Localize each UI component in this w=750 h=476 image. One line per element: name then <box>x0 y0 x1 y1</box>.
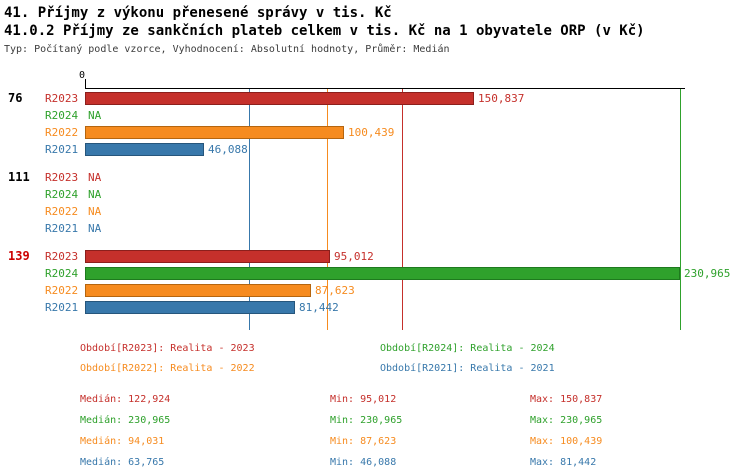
chart-row: R2024 NA <box>0 188 750 201</box>
legend-item-r2024: Období[R2024]: Realita - 2024 <box>380 343 555 354</box>
stat-median-r2022: Medián: 94,031 <box>80 436 165 447</box>
plot-area <box>85 88 685 330</box>
chart: 0 76 R2023 150,837 R2024 NA R2022 100,439 R2021… <box>0 70 750 330</box>
chart-row: R2024 NA <box>0 109 750 122</box>
na-label: NA <box>88 188 102 201</box>
stat-median-r2024: Medián: 230,965 <box>80 415 171 426</box>
group-label: 111 <box>8 170 30 184</box>
na-label: NA <box>88 109 102 122</box>
bar-r2024 <box>85 267 680 280</box>
chart-row: R2022 87,623 <box>0 284 750 297</box>
stat-max-r2024: Max: 230,965 <box>530 415 603 426</box>
group-label: 139 <box>8 249 30 263</box>
chart-meta: Typ: Počítaný podle vzorce, Vyhodnocení:… <box>4 44 450 55</box>
na-label: NA <box>88 171 102 184</box>
bar-r2022 <box>85 126 344 139</box>
series-row-label: R2024 <box>45 109 79 122</box>
legend-item-r2023: Období[R2023]: Realita - 2023 <box>80 343 255 354</box>
bar-value-label: 230,965 <box>684 267 731 280</box>
stat-min-r2021: Min: 46,088 <box>330 457 397 468</box>
bar-r2022 <box>85 284 311 297</box>
chart-subtitle: 41.0.2 Příjmy ze sankčních plateb celkem… <box>4 23 645 39</box>
bar-value-label: 150,837 <box>478 92 525 105</box>
bar-value-label: 100,439 <box>348 126 395 139</box>
series-row-label: R2021 <box>45 301 79 314</box>
series-row-label: R2021 <box>45 143 79 156</box>
median-line-r2023 <box>402 89 403 330</box>
series-row-label: R2022 <box>45 284 79 297</box>
series-row-label: R2021 <box>45 222 79 235</box>
chart-row: R2021 46,088 <box>0 143 750 156</box>
na-label: NA <box>88 222 102 235</box>
chart-row: R2024 230,965 <box>0 267 750 280</box>
stat-max-r2023: Max: 150,837 <box>530 394 603 405</box>
na-label: NA <box>88 205 102 218</box>
median-line-r2021 <box>249 89 250 330</box>
chart-row: 111 R2023 NA <box>0 170 750 185</box>
chart-row: 76 R2023 150,837 <box>0 92 750 105</box>
series-row-label: R2022 <box>45 205 79 218</box>
legend-item-r2022: Období[R2022]: Realita - 2022 <box>80 363 255 374</box>
stat-min-r2022: Min: 87,623 <box>330 436 397 447</box>
chart-title: 41. Příjmy z výkonu přenesené správy v t… <box>4 5 392 21</box>
bar-value-label: 46,088 <box>208 143 248 156</box>
series-row-label: R2024 <box>45 267 79 280</box>
series-row-label: R2024 <box>45 188 79 201</box>
series-row-label: R2023 <box>45 92 79 105</box>
bar-value-label: 95,012 <box>334 250 374 263</box>
series-row-label: R2022 <box>45 126 79 139</box>
stat-median-r2021: Medián: 63,765 <box>80 457 165 468</box>
group-label: 76 <box>8 91 23 105</box>
median-line-r2022 <box>327 89 328 330</box>
chart-row: R2022 100,439 <box>0 126 750 139</box>
chart-row: 139 R2023 95,012 <box>0 250 750 263</box>
chart-row: R2022 NA <box>0 205 750 218</box>
median-line-r2024 <box>680 89 681 330</box>
stat-max-r2021: Max: 81,442 <box>530 457 597 468</box>
bar-value-label: 87,623 <box>315 284 355 297</box>
axis-zero-tick <box>85 79 86 88</box>
bar-r2023 <box>85 250 330 263</box>
axis-zero-label: 0 <box>79 70 86 81</box>
axis-line <box>85 88 685 89</box>
chart-row: R2021 NA <box>0 222 750 235</box>
chart-row: R2021 81,442 <box>0 301 750 314</box>
bar-r2021 <box>85 143 204 156</box>
stat-median-r2023: Medián: 122,924 <box>80 394 171 405</box>
legend-item-r2021: Období[R2021]: Realita - 2021 <box>380 363 555 374</box>
bar-r2023 <box>85 92 474 105</box>
bar-r2021 <box>85 301 295 314</box>
series-row-label: R2023 <box>45 250 79 263</box>
stat-max-r2022: Max: 100,439 <box>530 436 603 447</box>
series-row-label: R2023 <box>45 171 79 184</box>
stat-min-r2023: Min: 95,012 <box>330 394 397 405</box>
bar-value-label: 81,442 <box>299 301 339 314</box>
stat-min-r2024: Min: 230,965 <box>330 415 403 426</box>
